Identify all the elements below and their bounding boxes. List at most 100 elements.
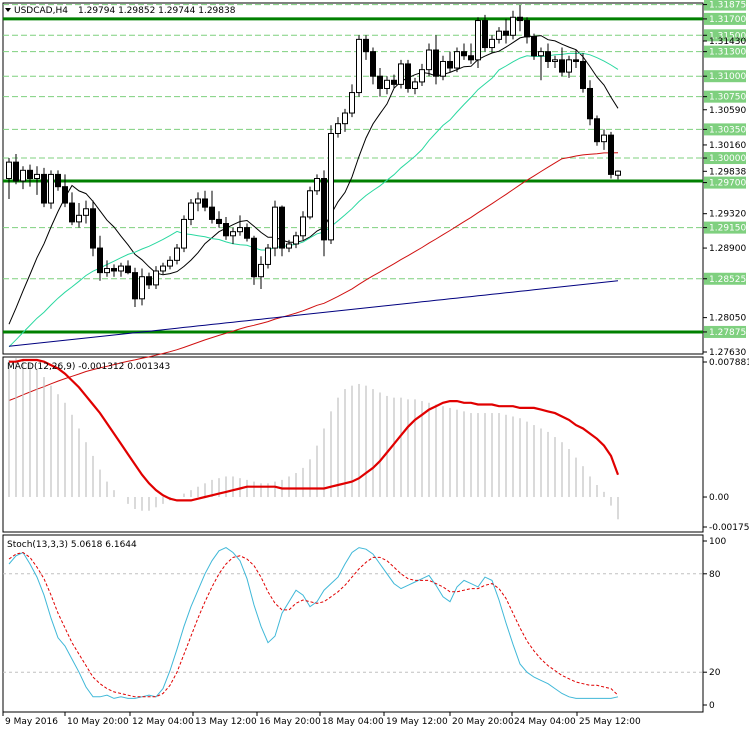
price-tick-label-13: 1.29320 bbox=[709, 210, 746, 220]
macd-signal-line bbox=[9, 358, 620, 502]
candle-body-67 bbox=[475, 20, 481, 61]
candle-body-0 bbox=[6, 161, 12, 180]
candle-body-14 bbox=[104, 268, 110, 274]
candle-body-63 bbox=[447, 60, 453, 69]
candles bbox=[6, 5, 621, 307]
candle-body-12 bbox=[90, 208, 96, 249]
candle-body-16 bbox=[118, 265, 124, 272]
level-tag-5 bbox=[704, 90, 746, 103]
time-axis: 9 May 2016 10 May 20:00 12 May 04:00 13 May… bbox=[2, 712, 641, 727]
price-tick-label-19: 1.27630 bbox=[709, 348, 746, 358]
candle-body-43 bbox=[307, 190, 313, 218]
candle-body-68 bbox=[482, 20, 488, 49]
macd-axis: 0.007881 0.00 -0.00175 bbox=[703, 358, 749, 533]
candle-body-76 bbox=[538, 51, 544, 57]
price-tick-label-12: 1.29700 bbox=[709, 179, 746, 189]
price-tick-label-11: 1.29838 bbox=[709, 167, 746, 177]
candle-body-53 bbox=[377, 75, 383, 89]
level-tag-8 bbox=[704, 165, 746, 178]
candle-body-20 bbox=[146, 276, 152, 286]
candle-body-21 bbox=[153, 270, 159, 286]
candle-body-79 bbox=[559, 59, 565, 73]
moving-averages bbox=[8, 35, 619, 401]
macd-tick-label-1: 0.00 bbox=[709, 493, 729, 503]
price-tick-label-9: 1.30160 bbox=[709, 141, 746, 151]
candle-body-2 bbox=[20, 169, 26, 182]
candle-body-38 bbox=[272, 206, 278, 249]
candle-body-81 bbox=[573, 59, 579, 62]
stoch-signal-line bbox=[8, 551, 619, 698]
time-tick-label-4: 16 May 20:00 bbox=[259, 717, 321, 727]
stoch-tick-label-1: 80 bbox=[709, 570, 721, 580]
candle-body-42 bbox=[300, 216, 306, 237]
candle-body-31 bbox=[223, 223, 229, 237]
price-tick-label-14: 1.29150 bbox=[709, 224, 746, 234]
symbol-label: USDCAD,H4 bbox=[14, 6, 68, 16]
level-tag-1 bbox=[704, 12, 746, 25]
candle-body-87 bbox=[615, 170, 621, 176]
level-tag-3 bbox=[704, 45, 746, 58]
price-tick-label-3: 1.31430 bbox=[709, 37, 746, 47]
candle-body-64 bbox=[454, 51, 460, 69]
candle-body-28 bbox=[202, 198, 208, 208]
candle-body-70 bbox=[496, 30, 502, 40]
candle-body-13 bbox=[97, 247, 103, 274]
candle-body-50 bbox=[356, 38, 362, 94]
candle-body-75 bbox=[531, 36, 537, 57]
candle-body-69 bbox=[489, 38, 495, 49]
candle-body-82 bbox=[580, 60, 586, 89]
candle-body-52 bbox=[370, 51, 376, 77]
candle-body-49 bbox=[349, 92, 355, 114]
chart-header: USDCAD,H4 1.29794 1.29852 1.29744 1.2983… bbox=[5, 6, 236, 16]
price-tick-label-15: 1.28900 bbox=[709, 244, 746, 254]
candle-body-62 bbox=[440, 60, 446, 77]
price-tick-label-2: 1.31500 bbox=[709, 31, 746, 41]
ohlc-readout: 1.29794 1.29852 1.29744 1.29838 bbox=[78, 6, 236, 16]
candle-body-32 bbox=[230, 231, 236, 237]
candle-body-39 bbox=[279, 206, 285, 249]
candle-body-23 bbox=[167, 259, 173, 267]
candle-body-77 bbox=[545, 51, 551, 62]
candle-body-61 bbox=[433, 49, 439, 77]
price-tick-label-4: 1.31300 bbox=[709, 48, 746, 58]
candle-body-44 bbox=[314, 178, 320, 192]
candle-body-3 bbox=[27, 169, 33, 180]
stoch-tick-label-3: 0 bbox=[709, 701, 715, 711]
candle-body-56 bbox=[398, 63, 404, 85]
time-tick-label-9: 25 May 12:00 bbox=[579, 717, 641, 727]
price-tick-label-0: 1.31875 bbox=[709, 1, 746, 11]
price-tick-label-17: 1.28050 bbox=[709, 314, 746, 324]
collapse-triangle-icon[interactable] bbox=[5, 8, 11, 12]
candle-body-84 bbox=[594, 118, 600, 143]
ma-slow-line bbox=[8, 152, 619, 401]
time-tick-label-5: 18 May 04:00 bbox=[322, 717, 384, 727]
candle-body-25 bbox=[181, 218, 187, 249]
level-tag-11 bbox=[704, 272, 746, 285]
candle-body-17 bbox=[125, 265, 131, 274]
macd-tick-label-0: 0.007881 bbox=[709, 358, 749, 368]
candle-body-15 bbox=[111, 268, 117, 272]
macd-panel-frame bbox=[2, 356, 704, 533]
candle-body-26 bbox=[188, 202, 194, 220]
candle-body-36 bbox=[258, 263, 264, 278]
candle-body-41 bbox=[293, 235, 299, 245]
candle-body-19 bbox=[139, 276, 145, 300]
candle-body-40 bbox=[286, 243, 292, 249]
candle-body-10 bbox=[76, 214, 82, 223]
candle-body-73 bbox=[517, 16, 523, 22]
price-tick-label-6: 1.30750 bbox=[709, 93, 746, 103]
candle-body-85 bbox=[601, 134, 607, 143]
price-levels bbox=[3, 4, 703, 334]
candle-body-51 bbox=[363, 38, 369, 53]
candle-body-74 bbox=[524, 20, 530, 38]
level-tag-12 bbox=[704, 325, 746, 338]
level-tag-7 bbox=[704, 152, 746, 165]
candle-body-24 bbox=[174, 247, 180, 261]
stoch-panel-frame bbox=[2, 534, 704, 713]
candle-body-72 bbox=[510, 16, 516, 36]
ma-fast-line bbox=[8, 35, 619, 325]
candle-body-71 bbox=[503, 30, 509, 36]
candle-body-6 bbox=[48, 173, 54, 204]
candle-body-7 bbox=[55, 173, 61, 188]
